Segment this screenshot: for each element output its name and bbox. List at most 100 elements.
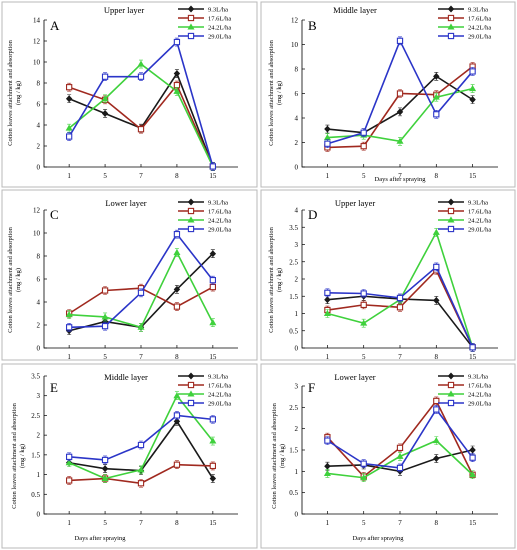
y-tick-label: 6 <box>37 101 41 109</box>
x-tick-label: 15 <box>209 519 217 527</box>
panel-title: Middle layer <box>104 372 148 382</box>
panel-frame <box>260 363 516 549</box>
panel-title: Upper layer <box>104 5 145 15</box>
x-axis-label: Days after spraying <box>375 176 427 183</box>
data-point <box>137 126 145 133</box>
x-tick-label: 5 <box>362 172 366 180</box>
x-tick-label: 8 <box>435 519 439 527</box>
y-tick-label: 3.5 <box>31 373 40 381</box>
x-tick-label: 15 <box>469 353 477 361</box>
y-tick-label: 0.5 <box>289 327 298 335</box>
data-point <box>360 301 367 309</box>
data-point <box>173 38 181 46</box>
x-tick-label: 8 <box>435 353 439 361</box>
y-tick-label: 3.5 <box>289 224 298 232</box>
data-point <box>65 324 73 331</box>
legend-marker <box>447 399 455 407</box>
panel-letter: F <box>308 380 315 395</box>
x-tick-label: 15 <box>209 172 217 180</box>
y-tick-label: 3 <box>295 241 299 249</box>
panel-frame <box>1 189 258 361</box>
legend-label: 17.6L/ha <box>468 16 491 23</box>
data-point <box>173 412 181 419</box>
data-point <box>433 406 440 413</box>
y-tick-label: 12 <box>291 17 299 25</box>
y-axis-label: Cotton leaves attachment and absorption(… <box>11 402 26 509</box>
data-point <box>65 477 73 484</box>
y-tick-label: 8 <box>37 80 41 88</box>
data-point <box>173 417 181 425</box>
y-tick-label: 1.5 <box>289 447 298 455</box>
legend-marker <box>187 225 195 233</box>
data-point <box>65 124 73 131</box>
data-point <box>101 110 109 117</box>
data-point <box>323 469 331 476</box>
legend-label: 29.0L/ha <box>468 401 491 408</box>
data-point <box>209 276 217 284</box>
data-point <box>101 313 109 320</box>
y-tick-label: 6 <box>37 276 41 284</box>
y-tick-label: 12 <box>33 207 41 215</box>
x-tick-label: 1 <box>326 519 330 527</box>
x-tick-label: 7 <box>398 519 402 527</box>
data-point <box>324 462 331 470</box>
legend-label: 29.0L/ha <box>208 227 231 234</box>
legend-label: 24.2L/ha <box>208 25 231 32</box>
data-point <box>209 416 217 423</box>
y-tick-label: 0.5 <box>289 489 298 497</box>
x-tick-label: 7 <box>139 353 143 361</box>
x-tick-label: 15 <box>469 172 477 180</box>
y-tick-label: 2 <box>37 322 41 330</box>
data-point <box>101 287 109 294</box>
data-point <box>396 108 404 116</box>
data-point <box>432 93 440 100</box>
y-tick-label: 1.5 <box>31 451 40 459</box>
y-tick-label: 0 <box>37 345 41 353</box>
y-tick-label: 2 <box>295 425 299 433</box>
y-tick-label: 3 <box>37 392 41 400</box>
x-tick-label: 5 <box>362 519 366 527</box>
legend-marker <box>187 32 195 40</box>
data-point <box>173 303 181 310</box>
legend: 9.3L/ha 17.6L/ha 24.2L/ha 29.0L/ha <box>178 372 231 408</box>
data-point <box>209 283 217 291</box>
legend-label: 9.3L/ha <box>468 200 488 207</box>
legend-marker <box>187 399 195 407</box>
y-tick-label: 2 <box>37 143 41 151</box>
data-point <box>173 81 181 89</box>
data-point <box>65 84 73 91</box>
data-point <box>360 474 368 481</box>
data-point <box>65 459 73 466</box>
legend-marker <box>187 5 195 13</box>
data-point <box>360 460 367 467</box>
y-axis-label: Cotton leaves attachment and absorption(… <box>268 39 283 146</box>
data-point <box>396 37 404 44</box>
x-tick-label: 15 <box>469 519 477 527</box>
x-tick-label: 1 <box>326 353 330 361</box>
legend-label: 17.6L/ha <box>468 209 491 216</box>
legend-marker <box>187 207 195 215</box>
legend-marker <box>447 381 455 389</box>
x-tick-label: 7 <box>139 519 143 527</box>
data-point <box>101 456 109 464</box>
data-point <box>137 480 145 487</box>
x-tick-label: 5 <box>103 353 107 361</box>
legend-label: 29.0L/ha <box>468 227 491 234</box>
legend-label: 9.3L/ha <box>208 200 228 207</box>
data-point <box>173 70 181 77</box>
data-point <box>396 304 404 311</box>
legend: 9.3L/ha 17.6L/ha 24.2L/ha 29.0L/ha <box>438 198 491 234</box>
data-point <box>396 452 404 459</box>
data-point <box>469 344 476 351</box>
x-tick-label: 7 <box>398 353 402 361</box>
x-tick-label: 1 <box>67 519 71 527</box>
legend-label: 9.3L/ha <box>468 7 488 14</box>
panel-frame <box>1 363 258 549</box>
legend-marker <box>447 225 455 233</box>
data-point <box>360 143 367 150</box>
data-point <box>173 285 181 293</box>
data-point <box>101 95 109 102</box>
